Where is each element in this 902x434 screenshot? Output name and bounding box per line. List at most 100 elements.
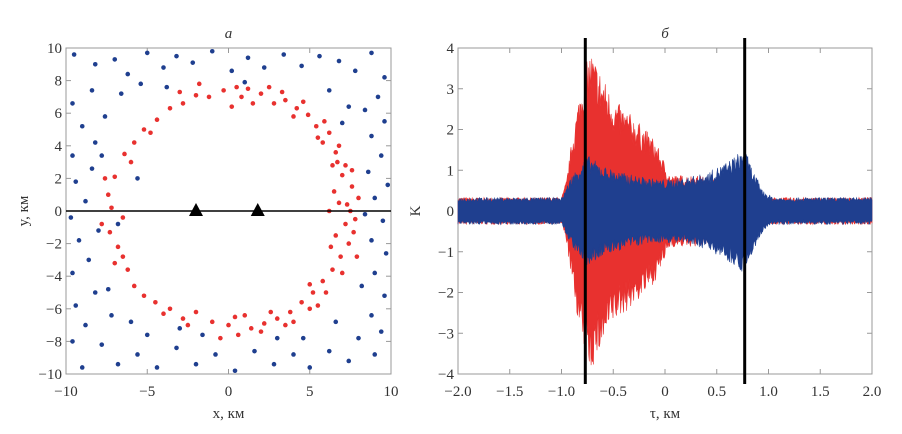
blue-point xyxy=(177,326,183,331)
blue-point xyxy=(190,60,196,65)
red-point xyxy=(193,92,199,98)
red-point xyxy=(122,151,127,157)
blue-point xyxy=(154,365,160,370)
panel-title: а xyxy=(225,26,233,42)
red-point xyxy=(120,215,126,220)
red-point xyxy=(336,200,342,206)
red-point xyxy=(250,101,256,106)
red-point xyxy=(167,106,173,111)
blue-point xyxy=(382,293,387,299)
blue-point xyxy=(242,79,248,85)
red-point xyxy=(196,81,202,87)
blue-point xyxy=(372,352,378,357)
blue-point xyxy=(380,218,386,224)
red-point xyxy=(242,313,248,318)
y-tick-label: 10 xyxy=(47,41,62,57)
red-point xyxy=(148,130,153,136)
blue-point xyxy=(336,58,342,64)
red-point xyxy=(180,316,186,321)
y-tick-label: 2 xyxy=(447,123,455,139)
y-tick-label: 0 xyxy=(447,204,455,220)
red-point xyxy=(322,119,327,124)
blue-point xyxy=(359,283,365,289)
blue-point xyxy=(112,57,118,62)
y-axis-label: K xyxy=(408,205,424,216)
blue-point xyxy=(128,319,134,325)
red-point xyxy=(120,254,126,259)
x-tick-label: −5 xyxy=(139,384,155,400)
red-point xyxy=(349,184,355,189)
red-point xyxy=(102,176,108,181)
red-point xyxy=(112,260,118,266)
red-point xyxy=(141,293,147,299)
red-point xyxy=(300,99,306,105)
x-tick-label: −10 xyxy=(54,384,77,400)
red-point xyxy=(307,306,313,312)
x-tick-label: −0.5 xyxy=(600,384,627,400)
red-point xyxy=(338,254,343,259)
station-triangle-marker xyxy=(250,203,265,216)
red-point xyxy=(326,130,332,136)
red-point xyxy=(209,319,215,325)
red-point xyxy=(331,189,337,194)
blue-point xyxy=(118,91,124,96)
x-tick-label: 1.5 xyxy=(811,384,830,400)
blue-point xyxy=(73,179,79,184)
blue-point xyxy=(89,88,95,93)
red-point xyxy=(315,303,321,308)
red-point xyxy=(206,94,212,100)
red-point xyxy=(335,159,340,165)
panel-title: б xyxy=(661,26,669,42)
blue-point xyxy=(71,52,77,57)
blue-point xyxy=(115,361,121,367)
red-point xyxy=(226,322,231,328)
blue-point xyxy=(372,195,378,201)
blue-signal-trace xyxy=(457,153,873,272)
red-point xyxy=(307,282,313,287)
red-point xyxy=(258,91,264,96)
red-point xyxy=(234,84,239,90)
y-tick-label: 8 xyxy=(55,74,63,90)
red-point xyxy=(328,244,334,250)
red-point xyxy=(248,326,254,331)
y-tick-label: −2 xyxy=(46,237,62,253)
blue-point xyxy=(109,313,114,318)
x-tick-label: 1.0 xyxy=(759,384,778,400)
red-point xyxy=(346,241,352,246)
blue-point xyxy=(378,329,384,334)
blue-point xyxy=(271,361,277,367)
red-point xyxy=(107,229,113,235)
y-tick-label: −1 xyxy=(438,245,454,261)
blue-point xyxy=(385,182,391,188)
blue-point xyxy=(76,238,82,243)
blue-point xyxy=(92,290,98,295)
blue-point xyxy=(73,303,79,308)
blue-point xyxy=(209,48,215,54)
red-point xyxy=(239,94,244,100)
red-point xyxy=(235,332,241,338)
blue-point xyxy=(307,365,313,370)
red-point xyxy=(351,229,356,235)
red-point xyxy=(266,84,272,90)
red-point xyxy=(320,140,326,145)
blue-point xyxy=(356,335,361,341)
red-point xyxy=(153,299,158,305)
red-point xyxy=(299,299,304,305)
blue-point xyxy=(346,104,352,109)
red-point xyxy=(330,163,335,168)
y-tick-label: 3 xyxy=(447,82,455,98)
blue-point xyxy=(369,50,374,56)
red-point xyxy=(287,309,293,315)
y-tick-label: −10 xyxy=(39,367,62,383)
y-tick-label: −4 xyxy=(46,269,62,285)
red-point xyxy=(245,86,251,92)
red-point xyxy=(128,159,134,165)
red-point xyxy=(218,335,223,341)
blue-point xyxy=(339,120,345,126)
red-point xyxy=(125,267,131,272)
red-point xyxy=(291,114,296,119)
blue-point xyxy=(375,94,381,100)
blue-point xyxy=(232,368,238,374)
blue-point xyxy=(299,63,304,69)
